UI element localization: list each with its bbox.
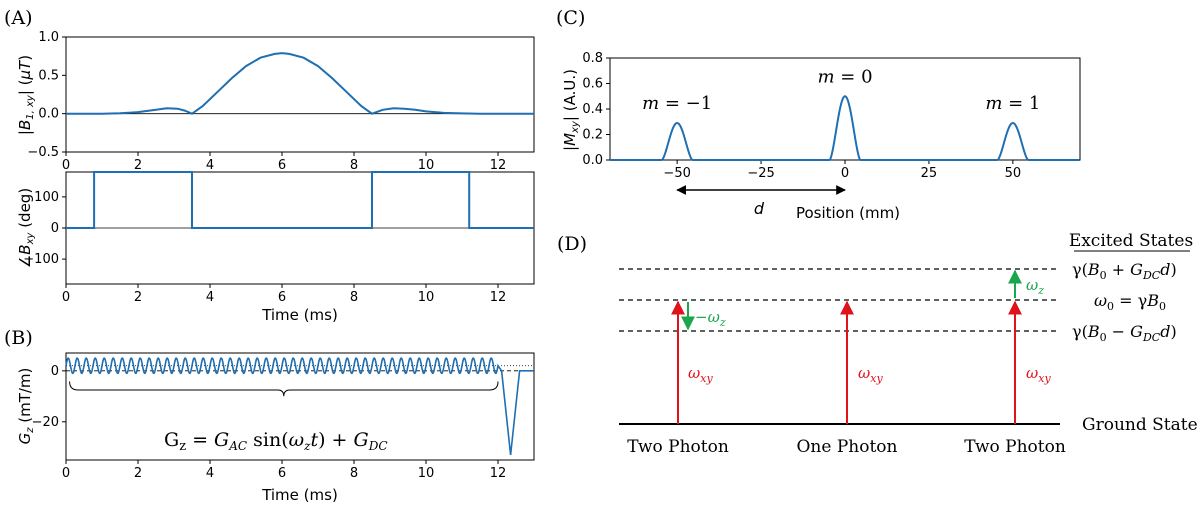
chart-c-xlabel: Position (mm) bbox=[796, 204, 900, 222]
chart-a-bottom-xtick-label: 6 bbox=[278, 290, 286, 305]
chart-a-bottom-xtick-label: 10 bbox=[418, 290, 435, 305]
chart-b-xtick-label: 2 bbox=[134, 466, 142, 481]
transition-middle-label: One Photon bbox=[797, 437, 898, 457]
chart-a-top-xtick-label: 8 bbox=[350, 158, 358, 173]
transition-left-label: Two Photon bbox=[627, 437, 729, 457]
chart-c-xtick-label: 0 bbox=[841, 166, 849, 181]
chart-a-bottom-xtick-label: 0 bbox=[62, 290, 70, 305]
chart-b-xtick-label: 10 bbox=[418, 466, 435, 481]
transition-left-shift-label: −ωz bbox=[695, 308, 726, 329]
chart-a-top-ytick-label: −0.5 bbox=[27, 145, 59, 160]
panel-label-b: (B) bbox=[4, 327, 33, 349]
chart-a-top-series bbox=[66, 52, 534, 115]
chart-b-xlabel: Time (ms) bbox=[261, 486, 338, 504]
chart-b-brace bbox=[69, 381, 499, 397]
chart-a-top: 0 2 4 6 8 10 12 −0.5 0.0 0.5 1.0 |B1, xy| (μT) bbox=[16, 30, 535, 173]
chart-c-distance-label: d bbox=[754, 199, 765, 218]
chart-b-equation: Gz = GAC sin(ωzt) + GDC bbox=[164, 429, 388, 454]
chart-c-ylabel: |Mxy| (A.U.) bbox=[561, 69, 581, 151]
chart-a-top-xtick-label: 10 bbox=[418, 158, 435, 173]
chart-c-ytick-label: 0.8 bbox=[582, 51, 603, 66]
chart-a-bottom-ytick-label: 0 bbox=[51, 221, 59, 236]
transition-right-label: Two Photon bbox=[964, 437, 1066, 457]
chart-b-frame bbox=[65, 352, 535, 461]
transition-right-shift-label: ωz bbox=[1026, 276, 1044, 297]
level-center-label: ω0 = γB0 bbox=[1094, 291, 1166, 313]
chart-a-top-ytick-label: 0.0 bbox=[38, 107, 59, 122]
chart-c-xtick-label: −25 bbox=[747, 166, 774, 181]
chart-a-bottom: 0 2 4 6 8 10 12 −100 0 100 ∠Bxy (deg) Time (ms) bbox=[16, 171, 535, 324]
chart-a-bottom-xtick-label: 4 bbox=[206, 290, 214, 305]
chart-c-xtick-label: 50 bbox=[1005, 166, 1022, 181]
chart-a-bottom-ytick-label: −100 bbox=[23, 252, 59, 267]
chart-a-top-ylabel: |B1, xy| (μT) bbox=[16, 55, 36, 135]
chart-a-bottom-xtick-label: 2 bbox=[134, 290, 142, 305]
chart-a-top-ytick-label: 1.0 bbox=[38, 30, 59, 45]
chart-b-xtick-label: 6 bbox=[278, 466, 286, 481]
chart-c-series bbox=[610, 95, 1080, 161]
chart-a-top-frame bbox=[65, 36, 535, 153]
chart-b: 0 2 4 6 8 10 12 −20 0 Gz (mT/m) Time (ms) Gz = G… bbox=[16, 352, 535, 504]
transition-left-omega: ωxy bbox=[688, 364, 713, 385]
chart-b-ytick-label: 0 bbox=[51, 364, 59, 379]
chart-b-xtick-label: 12 bbox=[490, 466, 507, 481]
chart-c: −50 −25 0 25 50 0.0 0.2 0.4 0.6 0.8 m = −1 m = 0 m … bbox=[561, 51, 1081, 222]
chart-c-ytick-label: 0.4 bbox=[582, 102, 603, 117]
chart-a-bottom-ylabel: ∠Bxy (deg) bbox=[16, 188, 36, 268]
level-lower-label: γ(B0 − GDCd) bbox=[1072, 322, 1177, 344]
chart-c-peak-label: m = 1 bbox=[985, 93, 1040, 114]
chart-c-ytick-label: 0.0 bbox=[582, 153, 603, 168]
panel-label-a: (A) bbox=[4, 7, 33, 29]
chart-c-peak-label: m = −1 bbox=[642, 93, 712, 114]
chart-a-top-xtick-label: 4 bbox=[206, 158, 214, 173]
panel-label-c: (C) bbox=[556, 7, 585, 29]
chart-a-bottom-xtick-label: 12 bbox=[490, 290, 507, 305]
chart-a-bottom-series bbox=[66, 171, 534, 229]
chart-a-bottom-ytick-label: 100 bbox=[34, 190, 59, 205]
chart-a-top-xtick-label: 6 bbox=[278, 158, 286, 173]
excited-states-heading: Excited States bbox=[1069, 231, 1193, 251]
chart-b-series bbox=[65, 357, 534, 455]
ground-state-label: Ground State bbox=[1082, 415, 1198, 435]
chart-c-ytick-label: 0.6 bbox=[582, 77, 603, 92]
chart-c-xtick-label: −50 bbox=[663, 166, 690, 181]
chart-a-bottom-xtick-label: 8 bbox=[350, 290, 358, 305]
transition-right-omega: ωxy bbox=[1026, 364, 1051, 385]
chart-a-top-xtick-label: 12 bbox=[490, 158, 507, 173]
chart-b-xtick-label: 4 bbox=[206, 466, 214, 481]
chart-b-ytick-label: −20 bbox=[32, 415, 59, 430]
chart-c-ytick-label: 0.2 bbox=[582, 128, 603, 143]
panel-label-d: (D) bbox=[557, 233, 587, 255]
chart-a-top-ytick-label: 0.5 bbox=[38, 68, 59, 83]
chart-b-xtick-label: 8 bbox=[350, 466, 358, 481]
chart-c-xtick-label: 25 bbox=[921, 166, 938, 181]
chart-b-xtick-label: 0 bbox=[62, 466, 70, 481]
chart-a-top-xtick-label: 0 bbox=[62, 158, 70, 173]
diagram-d: Excited States γ(B0 + GDCd) ω0 = γB0 γ(B… bbox=[619, 231, 1198, 457]
level-upper-label: γ(B0 + GDCd) bbox=[1072, 260, 1177, 282]
chart-c-peak-label: m = 0 bbox=[817, 66, 872, 87]
chart-b-ylabel: Gz (mT/m) bbox=[16, 368, 36, 445]
chart-a-top-xtick-label: 2 bbox=[134, 158, 142, 173]
transition-middle-omega: ωxy bbox=[858, 364, 883, 385]
chart-a-bottom-xlabel: Time (ms) bbox=[261, 306, 338, 324]
